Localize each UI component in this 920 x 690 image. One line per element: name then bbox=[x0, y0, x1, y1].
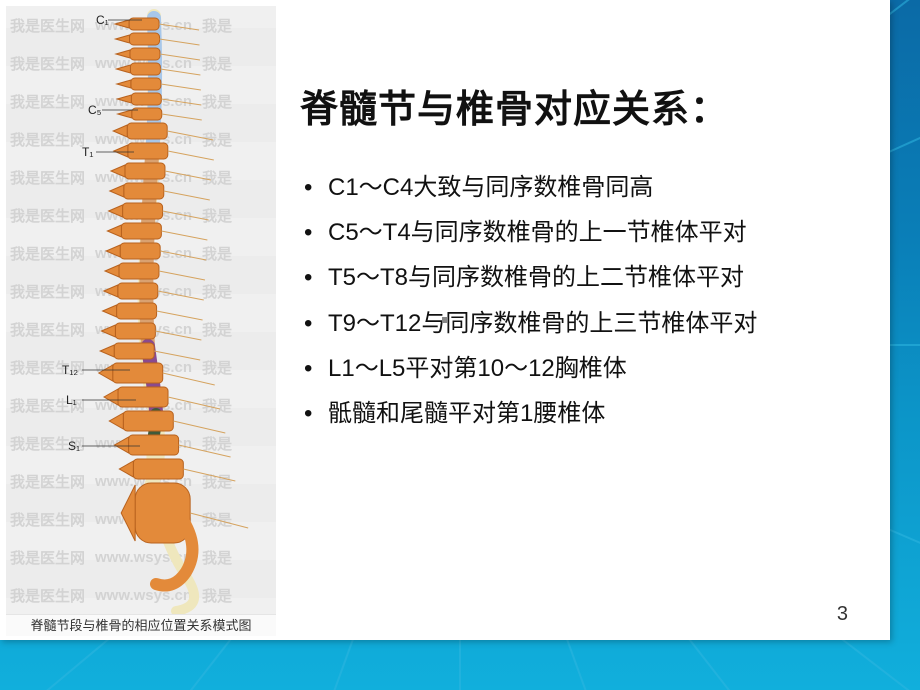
slide-root: 我是医生网www.wsys.cn我是我是医生网www.wsys.cn我是我是医生… bbox=[0, 0, 920, 690]
bullet-item: L1～L5平对第10～12胸椎体 bbox=[300, 350, 872, 387]
label-c1: C₁ bbox=[96, 13, 109, 27]
slide-title: 脊髓节与椎骨对应关系： bbox=[300, 78, 872, 133]
label-t12: T₁₂ bbox=[62, 363, 78, 377]
bullet-list: C1～C4大致与同序数椎骨同高 C5～T4与同序数椎骨的上一节椎体平对 T5～T8与… bbox=[300, 169, 872, 432]
bullet-item: C1～C4大致与同序数椎骨同高 bbox=[300, 169, 872, 206]
label-l1: L₁ bbox=[66, 393, 77, 407]
spine-illustration: C₁ C₅ T₁ T₁₂ L₁ S₁ bbox=[26, 6, 266, 616]
bullet-item: C5～T4与同序数椎骨的上一节椎体平对 bbox=[300, 214, 872, 251]
bullet-item: 骶髓和尾髓平对第1腰椎体 bbox=[300, 395, 872, 432]
bullet-item: T5～T8与同序数椎骨的上二节椎体平对 bbox=[300, 259, 872, 296]
bullet-item: T9～T12与同序数椎骨的上三节椎体平对 bbox=[300, 305, 872, 342]
text-content: 脊髓节与椎骨对应关系： C1～C4大致与同序数椎骨同高 C5～T4与同序数椎骨的上… bbox=[300, 78, 872, 440]
label-t1: T₁ bbox=[82, 145, 93, 159]
content-panel: 我是医生网www.wsys.cn我是我是医生网www.wsys.cn我是我是医生… bbox=[0, 0, 890, 640]
spine-caption: 脊髓节段与椎骨的相应位置关系模式图 bbox=[6, 614, 276, 636]
label-s1: S₁ bbox=[68, 439, 80, 453]
center-marker bbox=[442, 317, 448, 323]
spine-figure: 我是医生网www.wsys.cn我是我是医生网www.wsys.cn我是我是医生… bbox=[6, 6, 276, 636]
label-c5: C₅ bbox=[88, 103, 102, 117]
page-number: 3 bbox=[837, 603, 848, 626]
